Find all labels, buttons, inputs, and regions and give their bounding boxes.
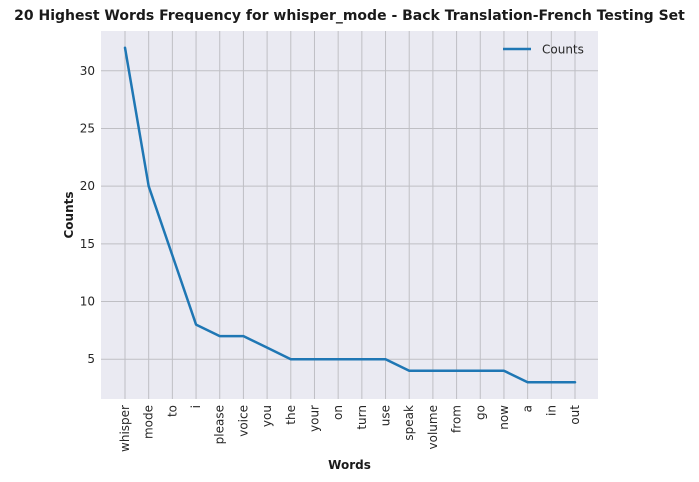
y-tick-labels: 5 10 15 20 25 30 bbox=[80, 64, 95, 366]
y-tick-label: 20 bbox=[80, 179, 95, 193]
legend: Counts bbox=[503, 43, 584, 57]
x-tick-label: on bbox=[331, 405, 345, 420]
x-tick-label: out bbox=[568, 405, 582, 425]
x-tick-label: go bbox=[473, 405, 487, 420]
y-axis-title: Counts bbox=[62, 191, 76, 238]
y-tick-label: 15 bbox=[80, 237, 95, 251]
x-tick-label: to bbox=[165, 405, 179, 417]
x-tick-label: your bbox=[307, 405, 321, 432]
x-tick-label: you bbox=[260, 405, 274, 427]
x-gridlines bbox=[124, 31, 576, 399]
x-tick-label: i bbox=[189, 405, 203, 408]
x-tick-label: whisper bbox=[118, 405, 132, 452]
y-tick-label: 10 bbox=[80, 295, 95, 309]
plot-area bbox=[101, 31, 598, 399]
y-tick-label: 25 bbox=[80, 121, 95, 135]
series-line-counts bbox=[123, 46, 577, 384]
x-tick-label: voice bbox=[236, 405, 250, 437]
x-tick-label: the bbox=[284, 405, 298, 425]
x-tick-label: speak bbox=[402, 405, 416, 441]
x-tick-label: in bbox=[544, 405, 558, 416]
legend-label-counts: Counts bbox=[542, 43, 584, 57]
x-tick-label: from bbox=[450, 405, 464, 433]
x-tick-label: mode bbox=[142, 405, 156, 439]
x-tick-label: a bbox=[521, 405, 535, 412]
x-tick-label: volume bbox=[426, 405, 440, 449]
chart-title: 20 Highest Words Frequency for whisper_m… bbox=[14, 8, 685, 24]
x-tick-labels: whisper mode to i please voice you the your on tur… bbox=[118, 405, 582, 452]
y-tick-label: 30 bbox=[80, 64, 95, 78]
x-tick-label: use bbox=[379, 405, 393, 426]
x-tick-label: now bbox=[497, 405, 511, 430]
x-tick-label: turn bbox=[355, 405, 369, 430]
x-axis-title: Words bbox=[328, 458, 371, 472]
x-tick-label: please bbox=[213, 405, 227, 444]
y-tick-label: 5 bbox=[87, 352, 95, 366]
